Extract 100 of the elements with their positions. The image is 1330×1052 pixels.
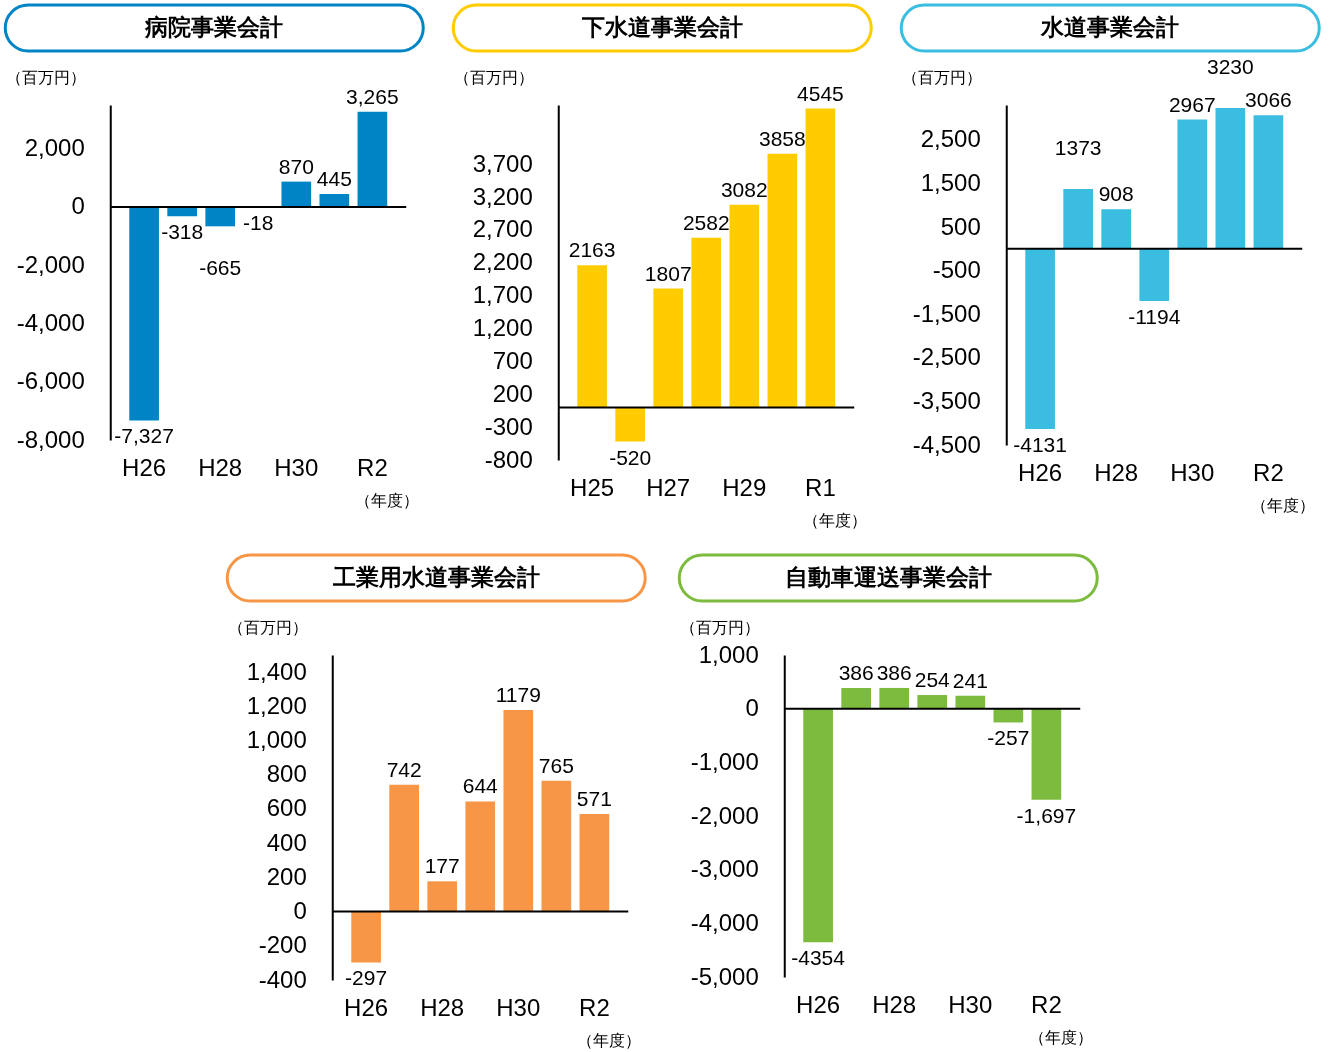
y-tick-label: 2,000: [24, 134, 85, 162]
x-tick-label: R2: [1031, 990, 1062, 1018]
y-tick-label: 600: [266, 794, 307, 822]
bar: [729, 204, 760, 408]
chart-title: 工業用水道事業会計: [331, 564, 540, 590]
y-tick-label: 3,700: [472, 149, 533, 177]
y-tick-label: 0: [71, 192, 85, 220]
y-tick-label: -2,000: [690, 801, 759, 829]
x-tick-label: H28: [420, 993, 465, 1021]
y-tick-label: 700: [492, 346, 533, 374]
data-label: 2582: [682, 210, 730, 234]
data-label: 644: [462, 774, 499, 798]
y-tick-label: 2,200: [472, 248, 533, 276]
data-label: -520: [609, 445, 652, 469]
bar: [357, 111, 388, 207]
y-tick-label: -200: [258, 931, 307, 959]
data-label: 1179: [495, 682, 541, 706]
data-label: 3858: [758, 126, 806, 150]
bar: [465, 801, 496, 912]
data-label: 571: [576, 786, 612, 810]
x-tick-label: H26: [344, 993, 389, 1021]
chart-title: 下水道事業会計: [580, 14, 743, 40]
data-label: 742: [386, 757, 422, 781]
y-axis-title: （百万円）: [901, 67, 982, 87]
chart-title: 水道事業会計: [1040, 14, 1180, 40]
bar: [879, 687, 910, 709]
y-tick-label: -2,500: [912, 343, 981, 371]
bar: [129, 206, 159, 421]
data-label: 3,265: [346, 84, 399, 108]
bar: [1215, 108, 1246, 249]
bar: [503, 709, 534, 912]
bar: [319, 193, 350, 207]
bar: [579, 813, 610, 912]
x-tick-label: H30: [274, 453, 319, 481]
data-label: 254: [914, 668, 951, 692]
bar: [917, 695, 948, 709]
y-tick-label: 800: [266, 760, 307, 788]
y-tick-label: -3,000: [690, 855, 759, 883]
bar: [767, 153, 798, 408]
x-tick-label: H27: [646, 473, 691, 501]
data-label: 2967: [1168, 92, 1216, 116]
x-axis-title: （年度）: [576, 1030, 641, 1050]
y-tick-label: 400: [266, 828, 307, 856]
y-tick-label: 1,000: [246, 726, 307, 754]
y-tick-label: 1,500: [920, 168, 981, 196]
bar: [577, 265, 607, 408]
chart-title: 自動車運送事業会計: [784, 564, 992, 590]
y-tick-label: -4,000: [16, 308, 85, 336]
y-tick-label: 0: [293, 897, 307, 925]
x-tick-label: H26: [122, 453, 167, 481]
bar: [841, 687, 871, 709]
y-tick-label: 500: [940, 212, 981, 240]
bar: [1139, 248, 1170, 301]
data-label: 386: [876, 660, 912, 684]
y-axis-title: （百万円）: [5, 67, 86, 87]
data-label: 908: [1098, 182, 1134, 206]
data-label: 4545: [797, 81, 844, 105]
y-tick-label: -400: [258, 965, 307, 993]
data-label: 241: [952, 668, 988, 692]
y-tick-label: -3,500: [912, 386, 981, 414]
y-tick-label: -5,000: [690, 962, 759, 990]
data-label: -665: [199, 256, 242, 280]
data-label: -297: [345, 966, 388, 990]
data-label: -18: [243, 211, 274, 235]
x-tick-label: H28: [872, 990, 917, 1018]
data-label: -318: [161, 220, 204, 244]
x-tick-label: R1: [805, 473, 836, 501]
y-tick-label: 3,200: [472, 182, 533, 210]
data-label: 1373: [1054, 136, 1102, 159]
y-tick-label: 1,200: [472, 314, 533, 342]
data-label: 3066: [1245, 88, 1292, 112]
bar: [1101, 209, 1132, 249]
bar: [351, 911, 381, 963]
data-label: -4354: [791, 946, 846, 970]
bar: [281, 181, 312, 207]
y-tick-label: -4,500: [912, 430, 981, 458]
bar: [427, 881, 458, 912]
bar: [805, 108, 836, 408]
x-axis-title: （年度）: [1250, 495, 1315, 515]
x-tick-label: H28: [198, 453, 243, 481]
bar: [1031, 708, 1062, 800]
data-label: 3082: [720, 177, 768, 201]
y-tick-label: 1,400: [246, 657, 307, 685]
chart-title: 病院事業会計: [144, 14, 284, 40]
y-tick-label: 1,000: [698, 640, 759, 668]
bar: [653, 288, 684, 408]
x-tick-label: H30: [1170, 458, 1215, 486]
y-tick-label: -6,000: [16, 367, 85, 395]
x-tick-label: H26: [796, 990, 841, 1018]
y-tick-label: -1,000: [690, 747, 759, 775]
x-tick-label: R2: [357, 453, 388, 481]
bar: [1063, 189, 1093, 249]
bar: [1177, 119, 1208, 249]
bar: [541, 780, 572, 912]
bar: [691, 237, 722, 408]
bar: [1253, 115, 1284, 249]
data-label: -257: [987, 726, 1030, 750]
bar: [389, 784, 419, 912]
y-tick-label: -1,500: [912, 299, 981, 327]
data-label: 765: [538, 753, 574, 777]
